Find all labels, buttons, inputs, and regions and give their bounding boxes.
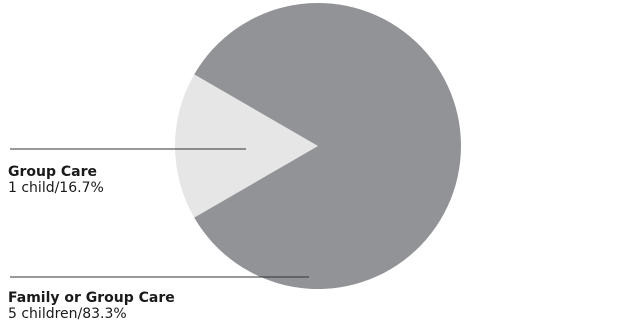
pie-slice-group-care: [174, 74, 318, 218]
slice-detail-family-care: 5 children/83.3%: [8, 306, 127, 322]
slice-detail-group-care: 1 child/16.7%: [8, 180, 104, 196]
slice-name-group-care: Group Care: [8, 164, 97, 180]
slice-name-family-care: Family or Group Care: [8, 290, 175, 306]
pie-slice-family-or-group-care: [194, 2, 461, 289]
pie-slices: [174, 2, 461, 289]
label-group-care: Group Care 1 child/16.7%: [8, 164, 104, 196]
label-family-care: Family or Group Care 5 children/83.3%: [8, 290, 175, 322]
